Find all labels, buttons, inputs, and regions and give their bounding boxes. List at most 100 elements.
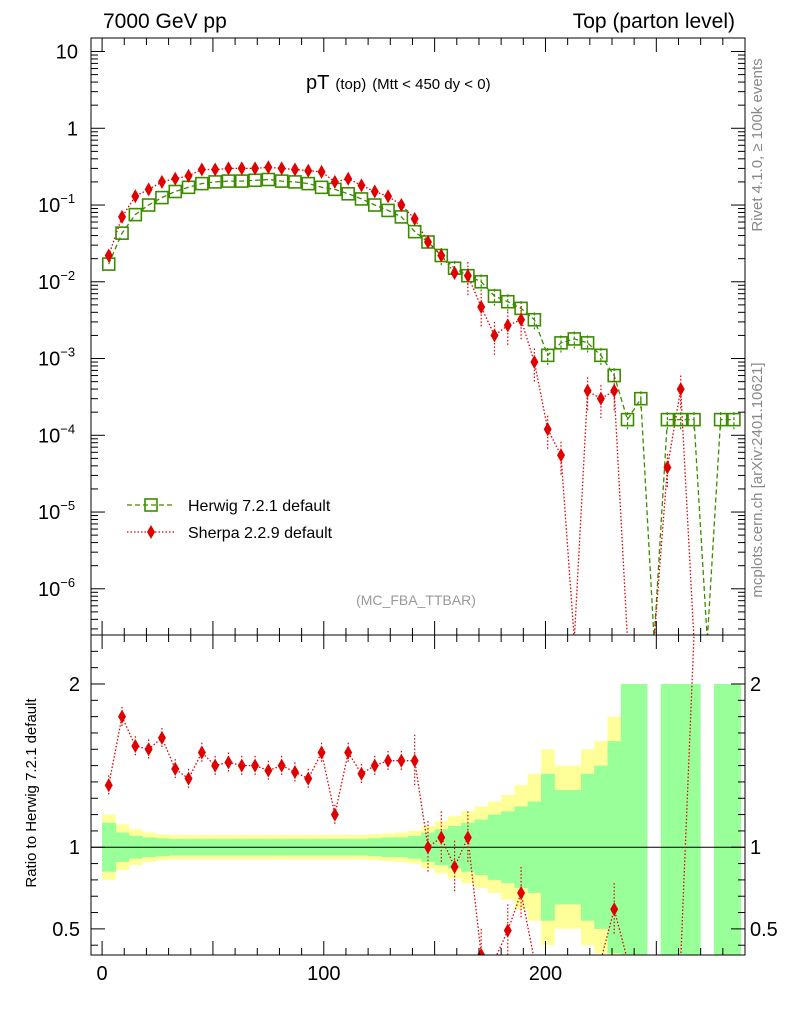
ratio-point	[317, 745, 326, 760]
sherpa-point	[437, 248, 446, 263]
sherpa-point	[676, 382, 685, 397]
uncertainty-band-inner	[727, 683, 742, 955]
herwig-point	[540, 348, 555, 363]
header-right: Top (parton level)	[573, 10, 735, 33]
ratio-point	[437, 830, 446, 845]
mcplots-label: mcplots.cern.ch [arXiv:2401.10621]	[749, 362, 766, 597]
herwig-point	[381, 203, 395, 218]
herwig-point	[567, 332, 582, 346]
y-tick-label: 10−6	[38, 575, 75, 601]
sherpa-point	[530, 355, 539, 370]
sherpa-point	[330, 174, 339, 189]
ratio-point	[330, 807, 339, 822]
ratio-plot-panel: 0.5 0.5 1 1 2 2 0 100 200 Ratio to Herwig 7.2.1 …	[23, 634, 778, 985]
sherpa-point	[583, 383, 592, 398]
x-tick-label: 200	[529, 963, 562, 985]
ratio-point	[118, 709, 127, 724]
sherpa-point	[610, 383, 619, 398]
sherpa-point	[251, 161, 260, 176]
legend-sherpa-label: Sherpa 2.2.9 default	[188, 525, 333, 542]
sherpa-point	[517, 312, 526, 327]
ratio-point	[410, 753, 419, 768]
y-tick-label: 10−5	[38, 498, 75, 524]
herwig-point	[354, 192, 369, 206]
sherpa-point	[264, 160, 273, 175]
sherpa-point	[131, 189, 140, 204]
header-left: 7000 GeV pp	[103, 10, 227, 33]
herwig-point	[141, 198, 156, 212]
sherpa-point	[450, 266, 459, 281]
ratio-point	[397, 753, 406, 768]
ratio-point	[277, 758, 286, 773]
sherpa-point	[490, 328, 499, 343]
ratio-point	[357, 766, 366, 781]
sherpa-point	[410, 211, 419, 226]
ratio-point	[304, 771, 313, 786]
herwig-point	[474, 274, 488, 289]
sherpa-point	[370, 184, 379, 199]
sherpa-point	[397, 198, 406, 213]
ratio-ylabel: Ratio to Herwig 7.2.1 default	[23, 698, 40, 888]
herwig-point	[168, 184, 183, 199]
legend-herwig-label: Herwig 7.2.1 default	[188, 498, 331, 515]
legend-sherpa-marker	[147, 525, 155, 539]
ratio-plot-frame	[90, 634, 746, 956]
herwig-point	[580, 336, 595, 350]
sherpa-point	[596, 391, 605, 406]
ratio-point	[517, 885, 526, 900]
sherpa-point	[290, 162, 299, 177]
ratio-y-tick-label: 2	[69, 674, 80, 696]
sherpa-point	[171, 171, 180, 186]
ratio-point	[251, 758, 260, 773]
legend-herwig-marker	[144, 498, 158, 512]
ratio-point	[131, 739, 140, 754]
herwig-point	[527, 312, 542, 327]
sherpa-point	[543, 422, 552, 437]
ratio-point	[184, 771, 193, 786]
herwig-point	[687, 412, 701, 427]
ratio-point	[370, 758, 379, 773]
herwig-point	[713, 412, 728, 427]
uncertainty-band-inner	[620, 683, 635, 955]
herwig-point	[115, 226, 129, 240]
ratio-point	[104, 778, 113, 793]
sherpa-point	[104, 248, 113, 263]
legend: Herwig 7.2.1 default Sherpa 2.2.9 defaul…	[127, 498, 333, 542]
sherpa-point	[144, 182, 153, 197]
sherpa-point	[237, 161, 246, 176]
ratio-point	[157, 730, 166, 745]
sherpa-point	[357, 178, 366, 193]
herwig-point	[594, 348, 608, 363]
sherpa-point	[384, 189, 393, 204]
herwig-point	[727, 412, 741, 427]
herwig-point	[500, 294, 515, 309]
y-tick-label: 1	[67, 118, 78, 140]
uncertainty-band-inner	[674, 683, 688, 955]
ratio-y-tick-label-right: 2	[750, 674, 761, 696]
band-gap	[700, 635, 714, 955]
main-plot-frame	[90, 37, 746, 636]
herwig-point	[673, 412, 688, 427]
sherpa-point	[477, 299, 486, 314]
ratio-point	[144, 742, 153, 757]
herwig-point	[341, 187, 355, 201]
sherpa-point	[304, 163, 313, 178]
sherpa-point	[463, 268, 472, 283]
herwig-point	[367, 198, 382, 212]
ratio-point	[423, 840, 432, 855]
sherpa-point	[211, 162, 220, 177]
sherpa-point	[317, 164, 326, 179]
sherpa-point	[277, 161, 286, 176]
ratio-point	[450, 859, 459, 874]
ratio-point	[224, 755, 233, 770]
plot-title: pT (top) (Mtt < 450 dy < 0)	[306, 72, 491, 94]
herwig-point	[554, 336, 568, 350]
ratio-y-tick-label: 1	[69, 837, 80, 859]
ratio-point	[197, 745, 206, 760]
herwig-point	[128, 207, 143, 222]
herwig-point	[634, 391, 648, 406]
sherpa-point	[157, 174, 166, 189]
band-gap	[647, 635, 661, 955]
ratio-y-tick-label: 0.5	[52, 919, 80, 941]
